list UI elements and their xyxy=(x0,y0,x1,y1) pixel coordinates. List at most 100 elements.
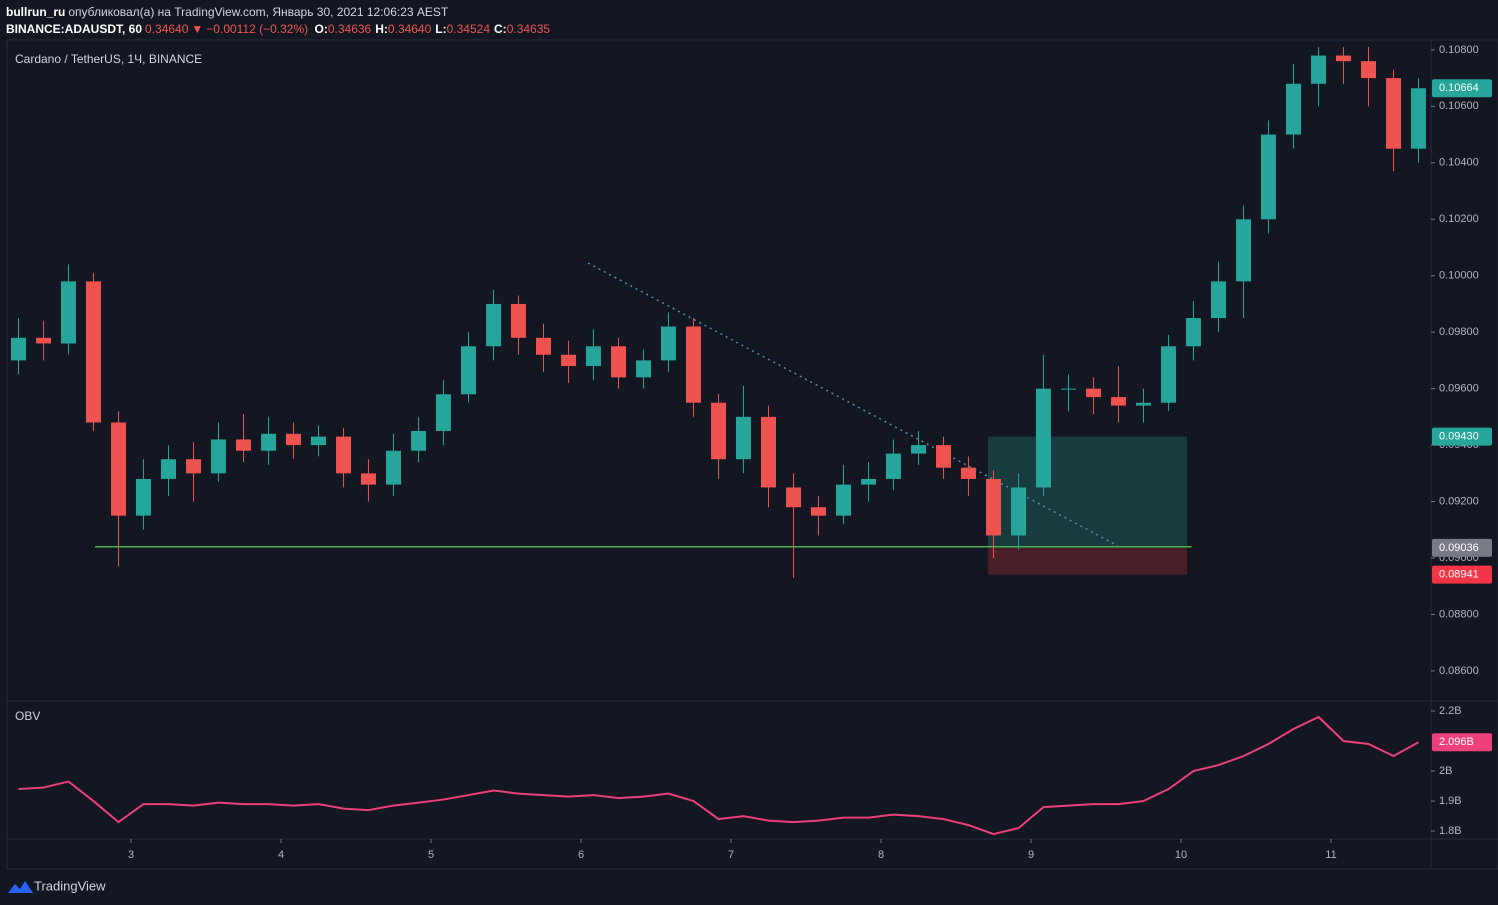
candle-body xyxy=(1335,55,1351,62)
candle-body xyxy=(461,346,476,395)
candle-body xyxy=(186,459,202,474)
candle-body xyxy=(386,450,401,485)
candle-body xyxy=(1136,402,1151,406)
change: −0.00112 (−0.32%) xyxy=(206,22,309,36)
y-tick-label: 0.09200 xyxy=(1439,495,1479,507)
candle-body xyxy=(1286,83,1301,135)
x-tick-label: 6 xyxy=(578,849,584,861)
ohlc-value: 0.34636 xyxy=(327,22,372,36)
price-tag xyxy=(1432,565,1492,584)
ohlc-value: 0.34524 xyxy=(446,22,491,36)
price-tag-label: 2.096B xyxy=(1439,736,1474,748)
candle-body xyxy=(536,337,551,355)
candle-body xyxy=(60,281,76,344)
candle-body xyxy=(911,445,926,454)
candle-body xyxy=(1386,78,1402,149)
trendline xyxy=(587,262,1119,547)
candle-body xyxy=(1185,318,1201,347)
price-tag-label: 0.08941 xyxy=(1439,569,1479,581)
y-tick-label: 0.10600 xyxy=(1439,100,1479,112)
published: опубликовал(а) на TradingView.com, Январ… xyxy=(68,5,449,19)
candle-body xyxy=(1311,55,1327,84)
x-tick-label: 11 xyxy=(1325,849,1336,861)
candle-body xyxy=(11,337,26,361)
candle-body xyxy=(660,326,676,361)
candle-body xyxy=(810,507,826,516)
candle-body xyxy=(36,337,52,344)
ohlc-key: O: xyxy=(314,22,328,36)
candle-body xyxy=(686,326,701,403)
candle-body xyxy=(1086,388,1102,398)
candle-body xyxy=(1260,134,1276,220)
publish-line: bullrun_ru опубликовал(а) на TradingView.… xyxy=(6,5,451,19)
y-tick-label: 0.09800 xyxy=(1439,326,1479,338)
symbol: BINANCE:ADAUSDT, 60 xyxy=(6,22,143,36)
candle-body xyxy=(210,439,226,474)
candle-body xyxy=(1035,388,1051,488)
y-tick-label: 0.08800 xyxy=(1439,608,1479,620)
candle-body xyxy=(1061,388,1076,390)
candle-body xyxy=(135,478,151,516)
candle-body xyxy=(285,433,301,446)
candle-body xyxy=(486,303,502,347)
ohlc-value: 0.34640 xyxy=(387,22,432,36)
ohlc: O:0.34636 H:0.34640 L:0.34524 C:0.34635 xyxy=(315,22,555,36)
candle-body xyxy=(236,439,251,451)
candle-body xyxy=(86,281,101,423)
candle-body xyxy=(111,422,127,516)
candle-body xyxy=(711,402,727,460)
ohlc-key: H: xyxy=(375,22,388,36)
ohlc-key: C: xyxy=(494,22,507,36)
loss-zone xyxy=(987,547,1187,575)
candle-body xyxy=(1236,219,1252,282)
x-tick-label: 5 xyxy=(428,849,434,861)
candle-body xyxy=(1011,487,1027,536)
candle-body xyxy=(261,433,277,451)
price-tag xyxy=(1432,538,1492,557)
candle-body xyxy=(360,473,376,485)
x-tick-label: 9 xyxy=(1028,849,1034,861)
candle-body xyxy=(836,484,851,516)
obv-title: OBV xyxy=(15,709,40,723)
x-tick-label: 10 xyxy=(1175,849,1187,861)
candle-body xyxy=(861,478,877,485)
ohlc-value: 0.34635 xyxy=(506,22,551,36)
candle-body xyxy=(786,487,802,508)
y-tick-label: 1.9B xyxy=(1439,795,1462,807)
candle-body xyxy=(336,436,352,474)
logo xyxy=(8,881,33,893)
obv-line xyxy=(18,715,1419,836)
y-tick-label: 0.10200 xyxy=(1439,213,1479,225)
arrow: ▼ xyxy=(191,22,204,36)
price-tag xyxy=(1432,733,1492,752)
y-tick-label: 0.10800 xyxy=(1439,44,1479,56)
candle-body xyxy=(735,416,751,460)
candle-body xyxy=(1161,346,1177,403)
candle-body xyxy=(311,436,326,446)
x-tick-label: 7 xyxy=(728,849,734,861)
price-tag-label: 0.09036 xyxy=(1439,542,1479,554)
candle-body xyxy=(636,360,652,378)
candle-body xyxy=(435,394,451,431)
x-tick-label: 4 xyxy=(278,849,284,861)
ohlc-key: L: xyxy=(435,22,447,36)
brand[interactable]: TradingView xyxy=(34,878,106,893)
y-tick-label: 0.08600 xyxy=(1439,665,1479,677)
candle-body xyxy=(1211,281,1226,319)
candle-body xyxy=(161,459,176,479)
frame xyxy=(6,39,1498,870)
candle-body xyxy=(411,430,427,451)
y-tick-label: 0.10000 xyxy=(1439,270,1479,282)
price-tag-label: 0.10664 xyxy=(1439,82,1479,94)
price-tag-label: 0.09430 xyxy=(1439,431,1479,443)
candle-body xyxy=(885,453,901,479)
price-tag xyxy=(1432,427,1492,446)
candle-body xyxy=(1361,61,1376,79)
candle-body xyxy=(1410,88,1426,149)
author[interactable]: bullrun_ru xyxy=(6,5,66,19)
price-tag xyxy=(1432,79,1492,98)
candle-body xyxy=(761,416,776,488)
candle-body xyxy=(960,467,976,479)
